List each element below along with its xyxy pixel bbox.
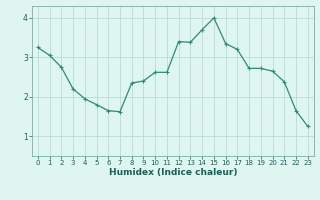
X-axis label: Humidex (Indice chaleur): Humidex (Indice chaleur) bbox=[108, 168, 237, 177]
